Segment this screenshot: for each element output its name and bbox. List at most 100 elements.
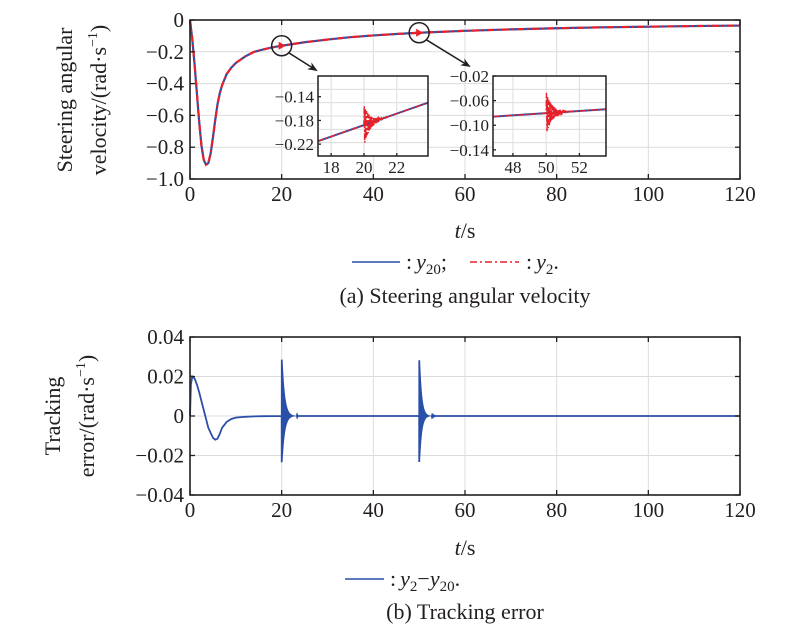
legend-var2: y xyxy=(428,566,440,591)
inset-zoom-t50: 48 50 52 −0.02 −0.06 −0.10 −0.14 xyxy=(450,67,607,177)
x-tick-label: 60 xyxy=(455,498,476,522)
x-tick-label: 80 xyxy=(546,182,567,206)
y-tick-label: −0.2 xyxy=(146,40,184,64)
y-axis-label-b-line1: Tracking xyxy=(40,377,65,456)
inset-series-y2 xyxy=(317,102,429,143)
series-line-tracking-error xyxy=(189,359,740,463)
zoom-circle xyxy=(270,35,293,57)
inset-x-tick-label: 48 xyxy=(504,158,521,177)
inset-y-tick-label: −0.22 xyxy=(275,135,314,154)
series-line-y2 xyxy=(188,19,741,167)
x-tick-label: 20 xyxy=(271,182,292,206)
legend-b: : y2−y20. xyxy=(345,566,460,595)
legend-label-y20: : y20; xyxy=(406,249,447,278)
inset-x-tick-label: 52 xyxy=(571,158,588,177)
legend-label-y2: : y2. xyxy=(526,249,559,278)
x-axis-label-b: t/s xyxy=(455,535,476,560)
y-axis-label-a-sup: −1 xyxy=(86,32,101,47)
y-axis-label-a-line2: velocity/(rad·s−1) xyxy=(86,25,111,176)
inset-x-tick-label: 22 xyxy=(388,158,405,177)
y-tick-labels-b: 0.04 0.02 0 −0.02 −0.04 xyxy=(135,325,184,507)
y-tick-label: 0 xyxy=(174,8,185,32)
inset-zoom-t20: 18 20 22 −0.14 −0.18 −0.22 xyxy=(275,75,429,177)
y-axis-label-a-close: ) xyxy=(86,25,111,32)
legend-end: . xyxy=(553,249,559,274)
x-axis-label-b-unit: /s xyxy=(461,535,476,560)
legend-end: . xyxy=(455,566,461,591)
grid-a xyxy=(190,20,740,179)
inset-frame xyxy=(492,75,607,157)
y-tick-label: −0.6 xyxy=(146,103,184,127)
inset-frame xyxy=(317,75,429,157)
zoom-arrow xyxy=(425,39,471,68)
x-tick-label: 100 xyxy=(633,498,665,522)
x-axis-label-a-unit: /s xyxy=(461,218,476,243)
legend-sub: 2 xyxy=(546,262,554,278)
x-tick-label: 100 xyxy=(633,182,665,206)
legend-sub1: 2 xyxy=(410,579,418,595)
x-tick-label: 120 xyxy=(724,182,756,206)
x-axis-label-a: t/s xyxy=(455,218,476,243)
legend-var: y xyxy=(414,249,426,274)
inset-x-tick-label: 50 xyxy=(538,158,555,177)
y-axis-label-b-line2: error/(rad·s−1) xyxy=(74,355,99,477)
legend-label-error: : y2−y20. xyxy=(390,566,460,595)
marker-arrow-glyph xyxy=(278,41,286,50)
x-tick-labels-b: 0 20 40 60 80 100 120 xyxy=(185,498,756,522)
y-axis-label-b-sup: −1 xyxy=(74,362,89,377)
x-tick-label: 80 xyxy=(546,498,567,522)
inset-y-tick-label: −0.06 xyxy=(450,92,489,111)
x-axis-label-a-var: t xyxy=(455,218,462,243)
inset-y-tick-label: −0.14 xyxy=(275,88,315,107)
legend-end: ; xyxy=(441,249,447,274)
caption-a: (a) Steering angular velocity xyxy=(339,283,590,308)
zoom-markers xyxy=(270,21,471,72)
x-tick-label: 120 xyxy=(724,498,756,522)
x-tick-labels-a: 0 20 40 60 80 100 120 xyxy=(185,182,756,206)
inset-y-tick-label: −0.18 xyxy=(275,111,314,130)
legend-sub2: 20 xyxy=(440,579,455,595)
y-tick-label: −0.8 xyxy=(146,135,184,159)
inset-y-tick-label: −0.10 xyxy=(450,116,489,135)
caption-b: (b) Tracking error xyxy=(386,599,544,624)
series-b xyxy=(189,359,740,463)
marker-arrow-glyph xyxy=(416,28,424,37)
inset-x-tick-label: 20 xyxy=(355,158,372,177)
legend-minus: − xyxy=(417,566,429,591)
legend-var: y xyxy=(534,249,546,274)
zoom-arrow xyxy=(288,52,318,72)
series-a xyxy=(188,19,741,167)
x-axis-label-b-var: t xyxy=(455,535,462,560)
x-tick-label: 0 xyxy=(185,498,196,522)
y-tick-label: 0.04 xyxy=(147,325,184,349)
chart-steering-angular-velocity: 0 −0.2 −0.4 −0.6 −0.8 −1.0 0 20 40 60 80 100 120 18… xyxy=(52,8,756,308)
legend-a: : y20; : y2. xyxy=(352,249,559,278)
y-tick-label: −1.0 xyxy=(146,167,184,191)
y-tick-label: −0.4 xyxy=(146,72,185,96)
y-tick-label: 0.02 xyxy=(147,365,184,389)
y-tick-label: −0.04 xyxy=(135,483,184,507)
ticks-a xyxy=(189,19,741,180)
inset-x-tick-label: 18 xyxy=(323,158,340,177)
zoom-circle xyxy=(408,21,430,44)
inset-y-tick-label: −0.14 xyxy=(450,141,490,160)
legend-colon: : xyxy=(526,249,532,274)
x-tick-label: 40 xyxy=(363,498,384,522)
y-tick-label: −0.02 xyxy=(135,444,184,468)
x-tick-label: 20 xyxy=(271,498,292,522)
x-tick-label: 0 xyxy=(185,182,196,206)
x-tick-label: 40 xyxy=(363,182,384,206)
y-axis-label-a-line1: Steering angular xyxy=(52,27,77,172)
y-axis-label-b-close: ) xyxy=(74,355,99,362)
inset-y-tick-label: −0.02 xyxy=(450,67,489,86)
legend-colon: : xyxy=(390,566,396,591)
y-axis-label-a-main: velocity/(rad·s xyxy=(86,47,111,175)
y-tick-labels-a: 0 −0.2 −0.4 −0.6 −0.8 −1.0 xyxy=(146,8,185,191)
ticks-b xyxy=(189,336,741,496)
legend-var1: y xyxy=(398,566,410,591)
y-tick-label: 0 xyxy=(174,404,185,428)
chart-tracking-error: 0.04 0.02 0 −0.02 −0.04 0 20 40 60 80 100 120 Trac… xyxy=(40,325,756,624)
x-tick-label: 60 xyxy=(455,182,476,206)
legend-colon: : xyxy=(406,249,412,274)
